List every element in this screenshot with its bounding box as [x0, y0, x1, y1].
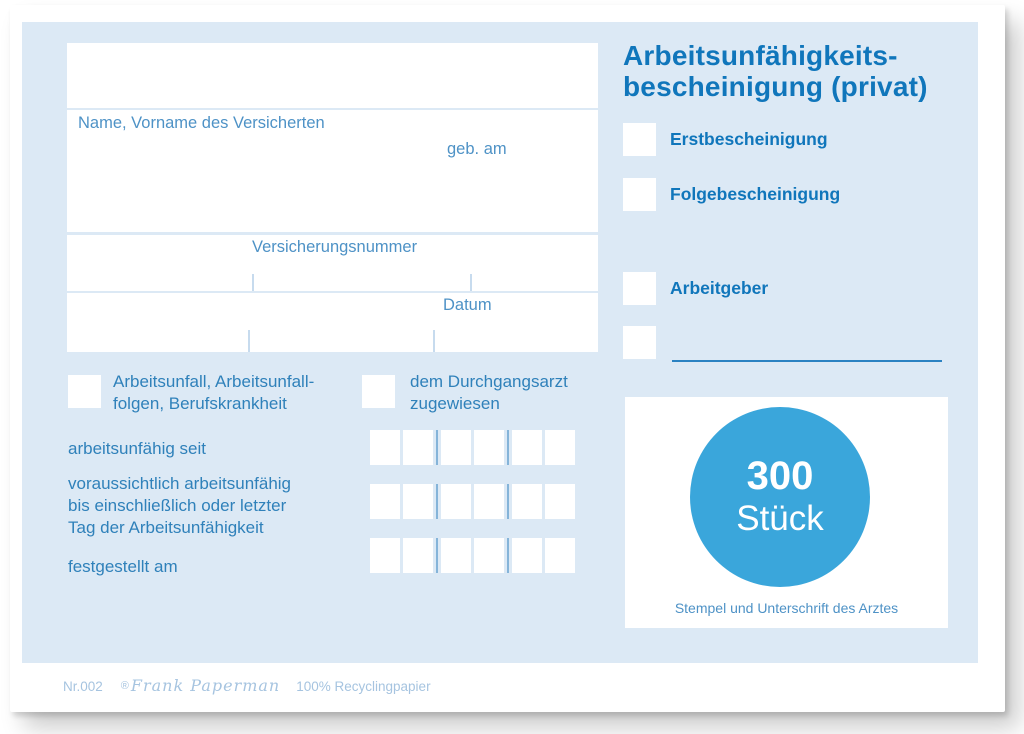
date-digit-cell[interactable]: [370, 538, 400, 573]
form-number: Nr.002: [63, 679, 103, 694]
checkbox-folgebescheinigung-label: Folgebescheinigung: [670, 184, 841, 204]
date-digit-cell[interactable]: [403, 538, 433, 573]
date-digit-cell[interactable]: [474, 484, 504, 519]
date-field[interactable]: Datum: [67, 293, 598, 352]
date-pair-divider: [436, 538, 438, 573]
checkbox-durchgangsarzt-label: dem Durchgangsarzt zugewiesen: [410, 372, 568, 413]
date-digit-cell[interactable]: [370, 484, 400, 519]
checkbox-arbeitsunfall-label: Arbeitsunfall, Arbeitsunfall- folgen, Be…: [113, 372, 315, 413]
date-digit-cell[interactable]: [441, 430, 471, 465]
brand-name: Frank Paperman: [130, 676, 281, 695]
unfit-until-date-boxes[interactable]: [370, 484, 575, 519]
date-pair-divider: [436, 430, 438, 465]
date-digit-cell[interactable]: [403, 430, 433, 465]
checkbox-arbeitgeber[interactable]: [623, 272, 656, 305]
header-blank-field[interactable]: [67, 43, 598, 108]
checkbox-erstbescheinigung[interactable]: [623, 123, 656, 156]
date-digit-cell[interactable]: [441, 538, 471, 573]
date-field-label: Datum: [443, 296, 492, 314]
form-title: Arbeitsunfähigkeits- bescheinigung (priv…: [623, 40, 928, 102]
checkbox-arbeitsunfall[interactable]: [68, 375, 101, 408]
quantity-badge: 300 Stück: [690, 407, 870, 587]
insurance-number-field[interactable]: Versicherungsnummer: [67, 235, 598, 291]
footer: Nr.002 ® Frank Paperman 100% Recyclingpa…: [63, 676, 431, 695]
registered-trademark-icon: ®: [120, 680, 129, 692]
date-digit-cell[interactable]: [474, 538, 504, 573]
date-digit-cell[interactable]: [441, 484, 471, 519]
quantity-count: 300: [746, 454, 814, 498]
date-digit-cell[interactable]: [512, 430, 542, 465]
stamp-signature-box[interactable]: 300 Stück Stempel und Unterschrift des A…: [625, 397, 948, 628]
certificate-card: Name, Vorname des Versicherten geb. am V…: [22, 22, 978, 663]
expected-unfit-label: voraussichtlich arbeitsunfähig bis einsc…: [68, 474, 292, 537]
name-field[interactable]: Name, Vorname des Versicherten geb. am: [67, 110, 598, 232]
field-divider-tick: [433, 330, 435, 352]
date-digit-cell[interactable]: [512, 538, 542, 573]
other-write-in-line[interactable]: [672, 330, 942, 362]
birthdate-field-label: geb. am: [447, 140, 507, 158]
field-divider: [67, 108, 598, 110]
paper-note: 100% Recyclingpapier: [296, 679, 431, 694]
date-digit-cell[interactable]: [474, 430, 504, 465]
date-pair-divider: [507, 430, 509, 465]
patient-data-box: Name, Vorname des Versicherten geb. am V…: [67, 43, 598, 352]
date-digit-cell[interactable]: [545, 484, 575, 519]
unfit-since-date-boxes[interactable]: [370, 430, 575, 465]
checkbox-erstbescheinigung-label: Erstbescheinigung: [670, 129, 828, 149]
date-digit-cell[interactable]: [545, 538, 575, 573]
date-digit-cell[interactable]: [512, 484, 542, 519]
field-divider: [67, 232, 598, 235]
quantity-unit: Stück: [736, 499, 824, 538]
determined-on-date-boxes[interactable]: [370, 538, 575, 573]
field-divider-tick: [252, 274, 254, 291]
checkbox-folgebescheinigung[interactable]: [623, 178, 656, 211]
checkbox-other[interactable]: [623, 326, 656, 359]
unfit-since-label: arbeitsunfähig seit: [68, 439, 206, 458]
date-pair-divider: [507, 538, 509, 573]
insurance-number-label: Versicherungsnummer: [252, 238, 418, 256]
form-pad-page: Name, Vorname des Versicherten geb. am V…: [10, 5, 1005, 712]
field-divider: [67, 291, 598, 293]
date-digit-cell[interactable]: [370, 430, 400, 465]
stamp-caption: Stempel und Unterschrift des Arztes: [674, 600, 899, 616]
field-divider-tick: [248, 330, 250, 352]
checkbox-arbeitgeber-label: Arbeitgeber: [670, 278, 769, 298]
checkbox-durchgangsarzt[interactable]: [362, 375, 395, 408]
field-divider-tick: [470, 274, 472, 291]
date-digit-cell[interactable]: [545, 430, 575, 465]
date-digit-cell[interactable]: [403, 484, 433, 519]
date-pair-divider: [507, 484, 509, 519]
name-field-label: Name, Vorname des Versicherten: [78, 114, 325, 132]
determined-on-label: festgestellt am: [68, 557, 178, 576]
date-pair-divider: [436, 484, 438, 519]
